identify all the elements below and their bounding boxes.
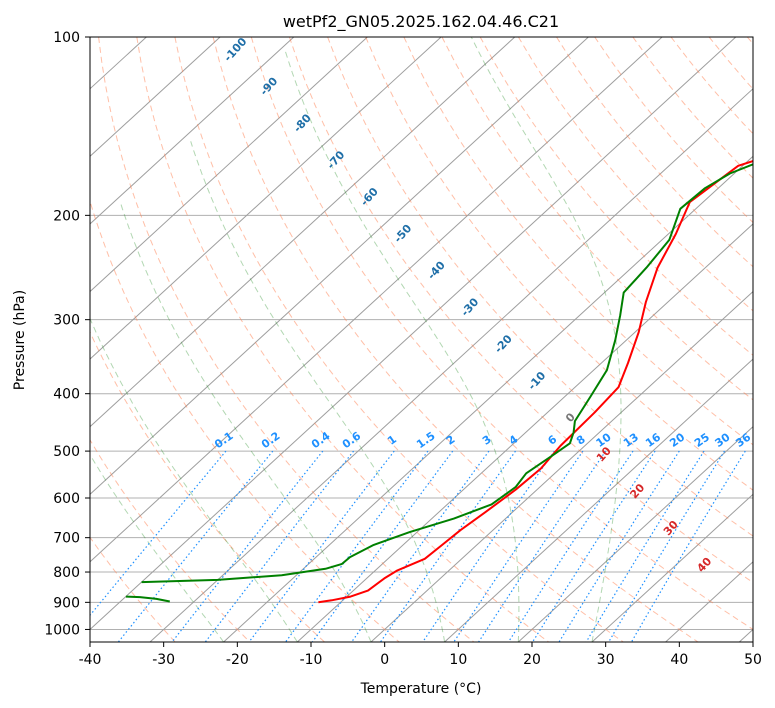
y-axis: 100 200 300 400 500 600 700 800 900 1000 bbox=[44, 30, 90, 638]
isotherm-line bbox=[591, 493, 753, 642]
y-tick-label: 400 bbox=[53, 387, 80, 403]
x-tick-label: -10 bbox=[300, 652, 323, 668]
isotherm-line bbox=[296, 223, 753, 642]
mixing-ratio-line bbox=[380, 450, 516, 642]
mixing-ratio-line bbox=[311, 450, 454, 642]
dry-adiabat-line bbox=[98, 37, 475, 642]
isotherm-line bbox=[90, 37, 663, 563]
mixing-ratio-line bbox=[478, 450, 607, 642]
sounding-lines bbox=[125, 159, 753, 604]
mixing-ratio-line bbox=[453, 450, 584, 642]
dry-adiabat-line bbox=[90, 330, 325, 642]
y-tick-label: 200 bbox=[53, 208, 80, 224]
y-tick-label: 700 bbox=[53, 531, 80, 547]
isotherm-line bbox=[444, 358, 753, 642]
dry-adiabat-line bbox=[174, 37, 624, 642]
dry-adiabat-line bbox=[479, 37, 753, 356]
isotherm-line bbox=[90, 37, 442, 360]
x-tick-label: 40 bbox=[670, 652, 688, 668]
isotherm-line bbox=[90, 37, 221, 158]
plot-frame bbox=[89, 36, 754, 643]
mixing-ratio-line bbox=[608, 450, 726, 642]
mixing-ratio-line bbox=[585, 450, 705, 642]
y-tick-label: 300 bbox=[53, 313, 80, 329]
dewpoint-line bbox=[141, 163, 753, 584]
moist-adiabat-line bbox=[119, 201, 372, 642]
temperature-line bbox=[318, 159, 753, 604]
isotherm-line bbox=[90, 37, 516, 428]
dry-adiabat-line bbox=[212, 37, 699, 642]
mixing-ratio-line bbox=[422, 450, 555, 642]
moist-adiabat-line bbox=[90, 317, 298, 642]
y-tick-label: 100 bbox=[53, 30, 80, 46]
x-tick-label: -20 bbox=[226, 652, 249, 668]
y-tick-label: 600 bbox=[53, 491, 80, 507]
isotherm-line bbox=[90, 37, 589, 495]
moist-adiabat-line bbox=[190, 141, 446, 642]
mixing-ratio-line bbox=[171, 450, 324, 642]
dry-adiabat-line bbox=[327, 37, 753, 537]
isotherm-line bbox=[90, 37, 295, 225]
y-tick-label: 800 bbox=[53, 565, 80, 581]
dry-adiabat-line bbox=[90, 438, 251, 642]
moist-adiabat-line bbox=[284, 49, 520, 642]
y-axis-label: Pressure (hPa) bbox=[12, 290, 28, 390]
y-tick-label: 900 bbox=[53, 595, 80, 611]
y-tick-label: 1000 bbox=[44, 622, 80, 638]
x-tick-label: 20 bbox=[523, 652, 541, 668]
dry-adiabat-line bbox=[90, 199, 400, 642]
mixing-ratio-line bbox=[117, 450, 274, 642]
dewpoint-surface-line bbox=[125, 595, 170, 603]
x-tick-label: 10 bbox=[449, 652, 467, 668]
y-tick-label: 500 bbox=[53, 444, 80, 460]
isotherm-line bbox=[90, 37, 737, 631]
isotherm-line bbox=[149, 88, 753, 642]
plot-area bbox=[90, 37, 753, 642]
background-lines bbox=[90, 37, 753, 642]
x-tick-label: -30 bbox=[152, 652, 175, 668]
mixing-ratio-line bbox=[90, 450, 227, 617]
dry-adiabat-line bbox=[250, 37, 753, 630]
isotherm-line bbox=[223, 155, 753, 642]
x-axis: -40 -30 -20 -10 0 10 20 30 40 50 bbox=[79, 642, 762, 668]
chart-title: wetPf2_GN05.2025.162.04.46.C21 bbox=[283, 12, 559, 32]
mixing-ratio-line bbox=[507, 450, 634, 642]
moist-adiabat-line bbox=[470, 37, 622, 642]
x-tick-label: 0 bbox=[380, 652, 389, 668]
x-tick-label: 30 bbox=[597, 652, 615, 668]
x-tick-label: 50 bbox=[744, 652, 762, 668]
dry-adiabat-line bbox=[90, 536, 176, 642]
dry-adiabat-line bbox=[136, 37, 549, 642]
mixing-ratio-line bbox=[204, 450, 355, 642]
isotherm-line bbox=[370, 290, 753, 642]
isotherm-line bbox=[517, 426, 753, 642]
x-axis-label: Temperature (°C) bbox=[360, 681, 482, 697]
dry-adiabat-line bbox=[441, 37, 753, 401]
x-tick-label: -40 bbox=[79, 652, 102, 668]
isotherm-line bbox=[90, 37, 368, 293]
